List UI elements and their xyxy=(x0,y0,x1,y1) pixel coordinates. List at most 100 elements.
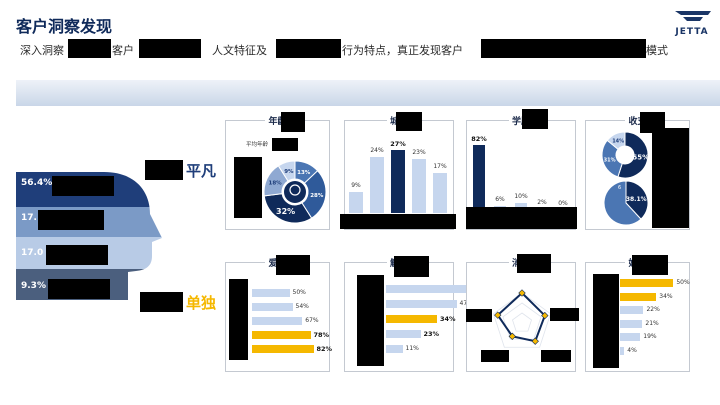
bar-label: 6% xyxy=(495,196,505,204)
bar xyxy=(386,330,421,338)
bar-label: 11% xyxy=(405,345,419,352)
slice-label: 28% xyxy=(310,193,324,199)
page-title: 客户洞察发现 xyxy=(16,17,113,36)
radar-grid xyxy=(512,312,532,332)
redaction xyxy=(276,39,341,58)
gear-icon xyxy=(289,184,301,196)
radar-point xyxy=(494,311,502,319)
avg-age-label: 平均年龄 xyxy=(246,142,269,148)
redaction xyxy=(46,245,108,265)
panel-title: 年龄 xyxy=(226,114,329,127)
bar xyxy=(386,315,437,323)
redaction xyxy=(593,274,619,368)
bar xyxy=(252,289,290,297)
slice-label: 9% xyxy=(284,169,294,175)
bar xyxy=(620,346,625,355)
persona-pct-1: 56.4% xyxy=(21,178,53,188)
slice-label: 14% xyxy=(612,139,624,145)
bar-label: 24% xyxy=(370,147,384,154)
bar xyxy=(433,173,447,213)
bar xyxy=(620,292,657,301)
radar-grid xyxy=(502,302,542,340)
redaction xyxy=(38,210,104,230)
bar xyxy=(620,279,674,287)
redaction xyxy=(276,255,310,275)
subtitle-part-2: 客户 xyxy=(112,44,134,57)
logo-text: JETTA xyxy=(675,27,709,37)
redaction xyxy=(140,292,183,312)
radar-grid xyxy=(492,292,552,348)
slice xyxy=(263,193,313,224)
persona-tag-1: 平凡 xyxy=(186,162,217,180)
radar-point xyxy=(518,289,526,297)
redaction xyxy=(481,39,646,58)
persona-pct-3: 17.0 xyxy=(21,248,44,258)
persona-pct-4: 9.3% xyxy=(21,281,46,291)
header-banner xyxy=(16,80,720,106)
slice-label: 32% xyxy=(276,207,295,216)
bar xyxy=(386,345,403,353)
panel-title: 收支 xyxy=(586,114,689,127)
bar xyxy=(386,300,457,308)
slice xyxy=(603,180,642,226)
bar-label: 34% xyxy=(659,292,673,300)
redaction xyxy=(541,350,571,362)
bar-label: 54% xyxy=(295,303,309,310)
radar-series xyxy=(496,291,546,343)
redaction xyxy=(272,138,298,151)
bar-label: 22% xyxy=(646,306,660,313)
jetta-logo-icon xyxy=(675,11,711,21)
redaction xyxy=(340,214,456,229)
bar xyxy=(252,331,311,339)
slice-label: 55% xyxy=(632,154,649,162)
bar xyxy=(349,192,363,213)
bar-label: 23% xyxy=(423,330,440,338)
city-bar-chart: 9% 24% 27% 23% 17% xyxy=(345,121,455,231)
bar-label: 50% xyxy=(292,289,306,296)
subtitle-part-1: 深入洞察 xyxy=(20,44,64,57)
redaction xyxy=(652,128,689,228)
bar-label: 10% xyxy=(514,192,528,200)
bar-label: 78% xyxy=(313,331,330,339)
bar xyxy=(370,157,384,213)
bar xyxy=(620,306,644,314)
bar-label: 2% xyxy=(537,199,547,207)
income-pie-chart: 38.1%61.9%6 xyxy=(603,180,649,226)
bar-label: 19% xyxy=(643,333,657,340)
subtitle-part-5: 模式 xyxy=(646,44,668,57)
bar xyxy=(252,303,293,311)
bar-label: 0% xyxy=(558,200,568,207)
redaction xyxy=(466,309,492,322)
bar xyxy=(391,150,405,213)
redaction xyxy=(522,109,548,129)
bar-label: 4% xyxy=(627,346,637,354)
age-donut-chart: 13% 28% 32% 18%9% xyxy=(263,160,327,224)
hobby-bar-chart: 50% 54% 67% 78% 82% xyxy=(226,263,332,373)
redaction xyxy=(357,275,384,366)
redaction xyxy=(229,279,248,360)
redaction xyxy=(640,112,665,133)
slice xyxy=(625,180,649,220)
redaction xyxy=(481,350,509,362)
bar-label: 34% xyxy=(440,315,456,323)
persona-pct-2: 17. xyxy=(21,213,37,223)
redaction xyxy=(52,176,114,196)
bar xyxy=(473,145,485,211)
redaction xyxy=(139,39,201,58)
bar-label: 50% xyxy=(676,279,690,286)
head-icon xyxy=(284,181,306,203)
bar xyxy=(386,285,466,293)
bar-label: 17% xyxy=(433,163,447,171)
subtitle-part-4: 行为特点，真正发现客户 xyxy=(342,44,463,57)
redaction xyxy=(517,254,551,273)
redaction xyxy=(550,308,579,321)
slice-label: 13% xyxy=(297,170,311,176)
slice-label: 18% xyxy=(269,181,283,187)
panel-title: 学历 xyxy=(467,114,575,127)
slice-label: 38.1% xyxy=(626,196,647,203)
income-donut-chart: 55% 31% 14% xyxy=(601,131,649,179)
redaction xyxy=(466,207,577,229)
bar xyxy=(252,345,314,353)
bar-label: 23% xyxy=(412,149,426,157)
ent-bar-chart: 50% 34% 22% 21% 19% 4% xyxy=(586,263,691,373)
